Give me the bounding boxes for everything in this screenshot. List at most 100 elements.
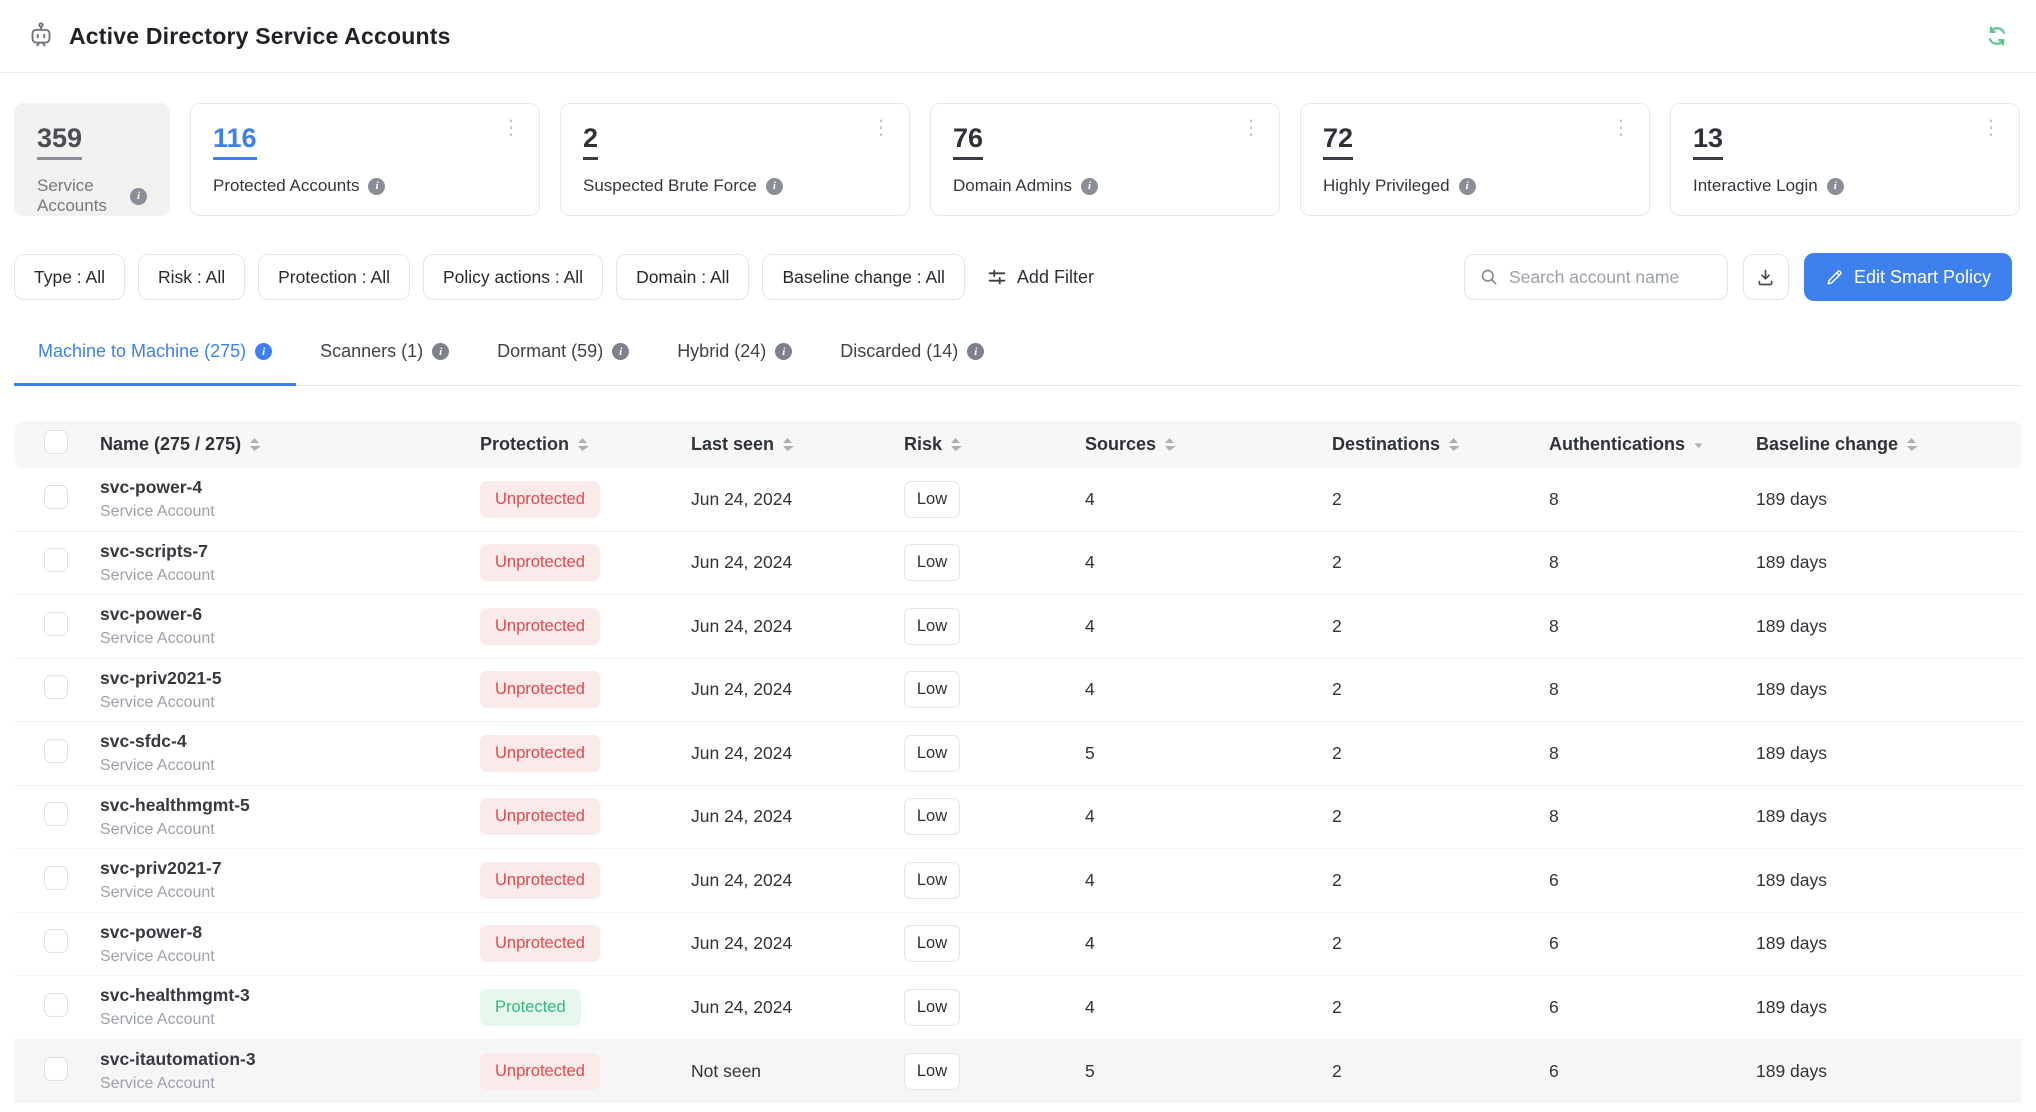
row-checkbox[interactable] — [44, 1056, 68, 1081]
column-header-label: Name (275 / 275) — [100, 434, 242, 454]
sources-cell: 4 — [1085, 488, 1095, 509]
sort-icon[interactable] — [1163, 437, 1177, 452]
tab-machine-to-machine-275-[interactable]: Machine to Machine (275) i — [14, 341, 297, 386]
account-name-cell[interactable]: svc-priv2021-5 Service Account — [86, 668, 480, 712]
row-checkbox[interactable] — [44, 929, 68, 954]
stat-label-text: Service Accounts — [37, 176, 107, 216]
protection-badge: Unprotected — [480, 861, 600, 899]
sort-icon[interactable] — [781, 437, 795, 452]
baseline-change-cell: 189 days — [1756, 742, 1828, 763]
pencil-icon — [1825, 268, 1844, 287]
stat-card-service-accounts[interactable]: 359 Service Accounts i — [14, 103, 170, 216]
kebab-menu-icon[interactable]: ⋮ — [871, 117, 891, 139]
column-header-last-seen[interactable]: Last seen — [691, 434, 904, 455]
risk-cell: Low — [904, 480, 1085, 518]
sort-icon[interactable] — [1905, 437, 1919, 452]
column-header-protection[interactable]: Protection — [480, 434, 691, 455]
destinations-cell: 2 — [1332, 869, 1342, 890]
row-checkbox[interactable] — [44, 738, 68, 763]
account-name: svc-healthmgmt-3 — [100, 985, 250, 1006]
account-name-cell[interactable]: svc-itautomation-3 Service Account — [86, 1049, 480, 1093]
add-filter-button[interactable]: Add Filter — [986, 266, 1094, 288]
baseline-change-cell: 189 days — [1756, 552, 1828, 573]
sort-icon[interactable] — [248, 437, 262, 452]
sort-icon[interactable] — [576, 437, 590, 452]
refresh-icon[interactable] — [1984, 23, 2010, 49]
stat-card-highly-privileged[interactable]: 72 Highly Privileged i ⋮ — [1300, 103, 1650, 216]
account-name-cell[interactable]: svc-power-6 Service Account — [86, 604, 480, 648]
tab-discarded-14-[interactable]: Discarded (14) i — [816, 341, 1008, 386]
filter-chip[interactable]: Baseline change : All — [762, 254, 965, 300]
account-name: svc-itautomation-3 — [100, 1049, 256, 1070]
row-checkbox[interactable] — [44, 675, 68, 700]
sort-icon[interactable] — [949, 437, 963, 452]
last-seen-cell: Jun 24, 2024 — [691, 869, 793, 890]
row-checkbox[interactable] — [44, 548, 68, 573]
protection-badge: Unprotected — [480, 607, 600, 645]
stat-value: 13 — [1693, 123, 1724, 161]
account-type: Service Account — [100, 630, 215, 648]
kebab-menu-icon[interactable]: ⋮ — [1611, 117, 1631, 139]
select-all-checkbox[interactable] — [44, 430, 68, 454]
column-header-sources[interactable]: Sources — [1085, 434, 1332, 455]
column-header-destinations[interactable]: Destinations — [1332, 434, 1549, 455]
account-name-cell[interactable]: svc-sfdc-4 Service Account — [86, 731, 480, 775]
kebab-menu-icon[interactable]: ⋮ — [501, 117, 521, 139]
stat-card-interactive-login[interactable]: 13 Interactive Login i ⋮ — [1670, 103, 2020, 216]
stat-card-domain-admins[interactable]: 76 Domain Admins i ⋮ — [930, 103, 1280, 216]
filter-chip[interactable]: Type : All — [14, 254, 126, 300]
account-name-cell[interactable]: svc-healthmgmt-5 Service Account — [86, 795, 480, 839]
tab-scanners-1-[interactable]: Scanners (1) i — [296, 341, 473, 386]
authentications-cell: 8 — [1549, 679, 1559, 700]
filter-chip[interactable]: Protection : All — [258, 254, 410, 300]
kebab-menu-icon[interactable]: ⋮ — [1241, 117, 1261, 139]
protection-badge: Protected — [480, 988, 581, 1026]
risk-cell: Low — [904, 544, 1085, 582]
account-name-cell[interactable]: svc-healthmgmt-3 Service Account — [86, 985, 480, 1029]
sort-icon[interactable] — [1447, 437, 1461, 452]
filter-bar: Type : All Risk : All Protection : All Poli… — [14, 253, 2012, 301]
risk-cell: Low — [904, 798, 1085, 836]
row-checkbox[interactable] — [44, 865, 68, 890]
download-button[interactable] — [1742, 254, 1789, 300]
account-name: svc-healthmgmt-5 — [100, 794, 250, 815]
account-name-cell[interactable]: svc-power-4 Service Account — [86, 477, 480, 521]
stat-card-suspected-brute-force[interactable]: 2 Suspected Brute Force i ⋮ — [560, 103, 910, 216]
last-seen-cell: Jun 24, 2024 — [691, 933, 793, 954]
account-name-cell[interactable]: svc-scripts-7 Service Account — [86, 541, 480, 585]
column-header-baseline-change[interactable]: Baseline change — [1756, 434, 2022, 455]
row-checkbox[interactable] — [44, 802, 68, 827]
risk-badge: Low — [904, 988, 960, 1026]
sort-icon[interactable] — [1692, 437, 1705, 452]
filter-chip[interactable]: Domain : All — [616, 254, 750, 300]
account-name-cell[interactable]: svc-power-8 Service Account — [86, 922, 480, 966]
tab-hybrid-24-[interactable]: Hybrid (24) i — [653, 341, 816, 386]
risk-badge: Low — [904, 607, 960, 645]
stat-value[interactable]: 116 — [213, 123, 257, 161]
column-header-risk[interactable]: Risk — [904, 434, 1085, 455]
column-header-authentications[interactable]: Authentications — [1549, 434, 1756, 455]
kebab-menu-icon[interactable]: ⋮ — [1981, 117, 2001, 139]
filter-chip[interactable]: Policy actions : All — [423, 254, 604, 300]
tab-dormant-59-[interactable]: Dormant (59) i — [473, 341, 653, 386]
info-icon: i — [432, 343, 450, 360]
account-type: Service Account — [100, 820, 215, 838]
account-name-cell[interactable]: svc-priv2021-7 Service Account — [86, 858, 480, 902]
search-input[interactable] — [1508, 266, 1734, 288]
stat-card-protected-accounts[interactable]: 116 Protected Accounts i ⋮ — [190, 103, 540, 216]
filter-chip[interactable]: Risk : All — [138, 254, 246, 300]
stat-cards-row: 359 Service Accounts i 116 Protected Account… — [14, 103, 2020, 216]
authentications-cell: 6 — [1549, 1060, 1559, 1081]
edit-smart-policy-button[interactable]: Edit Smart Policy — [1803, 253, 2012, 301]
stat-value: 76 — [953, 123, 984, 161]
column-header-name-275-275-[interactable]: Name (275 / 275) — [86, 434, 480, 455]
row-checkbox[interactable] — [44, 484, 68, 509]
risk-cell: Low — [904, 861, 1085, 899]
row-checkbox[interactable] — [44, 611, 68, 636]
protection-cell: Unprotected — [480, 734, 691, 772]
last-seen-cell: Jun 24, 2024 — [691, 488, 793, 509]
accounts-table: Name (275 / 275) Protection Last seen Risk S… — [14, 421, 2022, 1103]
protection-cell: Unprotected — [480, 671, 691, 709]
row-checkbox[interactable] — [44, 992, 68, 1017]
